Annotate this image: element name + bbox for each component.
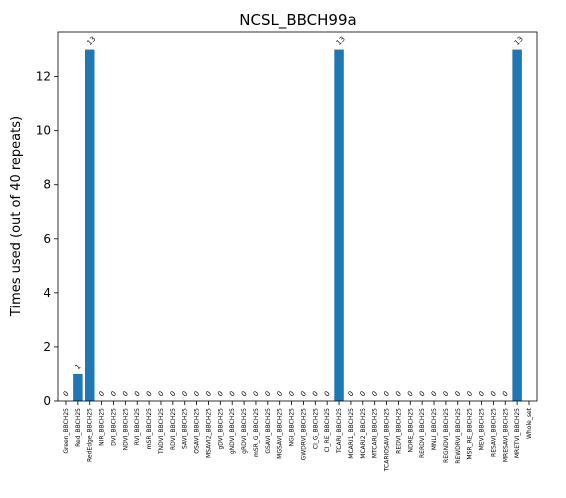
- x-tick-label: SAVI_BBCH25: [182, 408, 189, 449]
- data-label: 0: [169, 390, 178, 399]
- bar: [73, 373, 83, 401]
- x-tick-label: CI_RE_BBCH25: [324, 408, 331, 453]
- data-label: 0: [97, 390, 106, 399]
- x-tick-label: RVI_BBCH25: [134, 408, 141, 445]
- data-label: 13: [86, 35, 98, 47]
- x-tick-label: MCARI1_BBCH25: [348, 408, 355, 459]
- x-tick-label: MSR_RE_BBCH25: [467, 408, 474, 460]
- x-tick-label: MTCARI_BBCH25: [372, 408, 379, 458]
- data-label: 0: [252, 390, 261, 399]
- x-tick-label: OSAVI_BBCH25: [194, 408, 201, 454]
- x-tick-label: gDVI_BBCH25: [217, 408, 224, 450]
- x-tick-label: gNDVI_BBCH25: [229, 408, 236, 454]
- x-tick-label: MEVI_BBCH25: [479, 408, 486, 450]
- x-tick-label: GSAVI_BBCH25: [265, 408, 272, 454]
- data-label: 0: [370, 390, 379, 399]
- x-tick-label: NDRE_BBCH25: [407, 408, 414, 453]
- y-tick-label: 8: [43, 178, 51, 192]
- y-tick-label: 0: [43, 394, 51, 408]
- bar: [334, 49, 344, 401]
- data-label: 0: [180, 390, 189, 399]
- data-label: 0: [264, 390, 273, 399]
- data-label: 0: [216, 390, 225, 399]
- x-tick-label: Green_BBCH25: [63, 408, 70, 454]
- data-label: 0: [347, 390, 356, 399]
- x-tick-label: REWDRVI_BBCH25: [455, 408, 462, 464]
- data-label: 0: [299, 390, 308, 399]
- x-tick-label: MSAVI2_BBCH25: [205, 408, 212, 458]
- x-tick-label: REDVI_BBCH25: [395, 408, 402, 454]
- y-tick-label: 4: [43, 286, 51, 300]
- x-tick-label: RDVI_BBCH25: [170, 408, 177, 450]
- chart-title: NCSL_BBCH99a: [239, 11, 356, 30]
- x-tick-label: NIR_BBCH25: [99, 408, 106, 446]
- data-label: 13: [513, 35, 525, 47]
- x-tick-label: TCARIOSAVI_BBCH25: [384, 408, 391, 472]
- x-tick-label: CI_G_BBCH25: [312, 408, 319, 449]
- data-label: 0: [109, 390, 118, 399]
- x-tick-label: gRDVI_BBCH25: [241, 408, 248, 454]
- x-tick-label: MRESAVI_BBCH25: [502, 408, 509, 462]
- data-label: 0: [430, 390, 439, 399]
- data-label: 0: [418, 390, 427, 399]
- data-label: 0: [228, 390, 237, 399]
- x-tick-label: TCARI_BBCH25: [336, 408, 343, 454]
- data-label: 0: [323, 390, 332, 399]
- x-tick-label: Red_BBCH25: [75, 408, 82, 447]
- data-label: 0: [477, 390, 486, 399]
- data-label: 0: [454, 390, 463, 399]
- y-tick-label: 6: [43, 232, 51, 246]
- data-label: 13: [335, 35, 347, 47]
- x-tick-label: MRETVI_BBCH25: [514, 408, 521, 458]
- y-axis-label: Times used (out of 40 repeats): [9, 116, 24, 317]
- data-label: 0: [406, 390, 415, 399]
- x-tick-label: NGI_BBCH25: [289, 408, 296, 447]
- x-tick-label: GWDRVI_BBCH25: [300, 408, 307, 461]
- x-tick-label: Whole_set: [526, 407, 533, 439]
- x-tick-label: RESAVI_BBCH25: [490, 408, 497, 457]
- bar: [84, 49, 95, 401]
- data-label: 0: [394, 390, 403, 399]
- data-label: 0: [465, 390, 474, 399]
- y-tick-label: 12: [36, 70, 51, 84]
- x-tick-label: mSR_G_BBCH25: [253, 408, 260, 457]
- data-label: 0: [501, 390, 510, 399]
- data-label: 0: [157, 390, 166, 399]
- x-tick-label: REGNDVI_BBCH25: [443, 408, 450, 463]
- x-tick-label: mSR_BBCH25: [146, 408, 153, 449]
- data-label: 1: [74, 363, 83, 372]
- x-tick-label: MNLI_BBCH25: [431, 408, 438, 450]
- x-tick-label: MCARI2_BBCH25: [360, 408, 367, 459]
- x-tick-label: MGSAVI_BBCH25: [277, 408, 284, 459]
- x-tick-label: NDVI_BBCH25: [122, 408, 129, 451]
- x-tick-label: RERDVI_BBCH25: [419, 408, 426, 458]
- bar: [512, 49, 522, 401]
- data-label: 0: [489, 390, 498, 399]
- data-label: 0: [192, 390, 201, 399]
- data-label: 0: [359, 390, 368, 399]
- data-label: 0: [382, 390, 391, 399]
- x-tick-label: TNDVI_BBCH25: [158, 408, 165, 455]
- data-label: 0: [121, 390, 130, 399]
- data-label: 0: [62, 390, 71, 399]
- data-label: 0: [442, 390, 451, 399]
- data-label: 0: [287, 390, 296, 399]
- y-tick-label: 2: [43, 340, 51, 354]
- axes-frame: [57, 31, 538, 402]
- data-label: 0: [145, 390, 154, 399]
- data-label: 0: [275, 390, 284, 399]
- x-tick-label: DVI_BBCH25: [110, 408, 117, 446]
- data-label: 0: [311, 390, 320, 399]
- data-label: 0: [240, 390, 249, 399]
- data-label: 0: [204, 390, 213, 399]
- x-tick-label: RedEdge_BBCH25: [87, 408, 94, 462]
- y-tick-label: 10: [36, 124, 51, 138]
- data-label: 0: [133, 390, 142, 399]
